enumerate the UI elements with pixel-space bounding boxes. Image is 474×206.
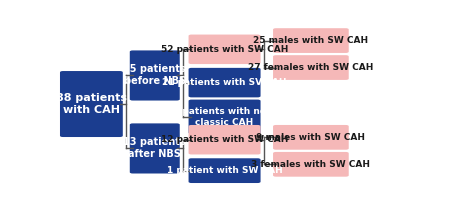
FancyBboxPatch shape: [273, 55, 349, 80]
FancyBboxPatch shape: [189, 99, 261, 134]
FancyBboxPatch shape: [189, 35, 261, 64]
Text: 1 patient with SW CAH: 1 patient with SW CAH: [167, 166, 283, 175]
FancyBboxPatch shape: [189, 68, 261, 97]
Text: 13 patients
after NBS: 13 patients after NBS: [123, 137, 186, 159]
Text: 52 patients with SW CAH: 52 patients with SW CAH: [161, 45, 288, 54]
FancyBboxPatch shape: [189, 158, 261, 183]
Text: 2 patients with non-
classic CAH: 2 patients with non- classic CAH: [173, 107, 276, 127]
FancyBboxPatch shape: [273, 28, 349, 53]
Text: 12 patients with SW CAH: 12 patients with SW CAH: [161, 135, 288, 144]
FancyBboxPatch shape: [60, 71, 123, 137]
Text: 25 males with SW CAH: 25 males with SW CAH: [253, 36, 368, 45]
FancyBboxPatch shape: [130, 123, 180, 173]
Text: 88 patients
with CAH: 88 patients with CAH: [56, 93, 127, 115]
Text: 9 males with SW CAH: 9 males with SW CAH: [256, 133, 365, 142]
Text: 75 patients
before NBS: 75 patients before NBS: [123, 64, 186, 87]
Text: 3 females with SW CAH: 3 females with SW CAH: [251, 160, 370, 169]
FancyBboxPatch shape: [189, 125, 261, 154]
FancyBboxPatch shape: [273, 152, 349, 177]
FancyBboxPatch shape: [130, 50, 180, 101]
Text: 27 females with SW CAH: 27 females with SW CAH: [248, 63, 374, 72]
FancyBboxPatch shape: [273, 125, 349, 150]
Text: 21 patients with SV CAH: 21 patients with SV CAH: [162, 78, 287, 87]
